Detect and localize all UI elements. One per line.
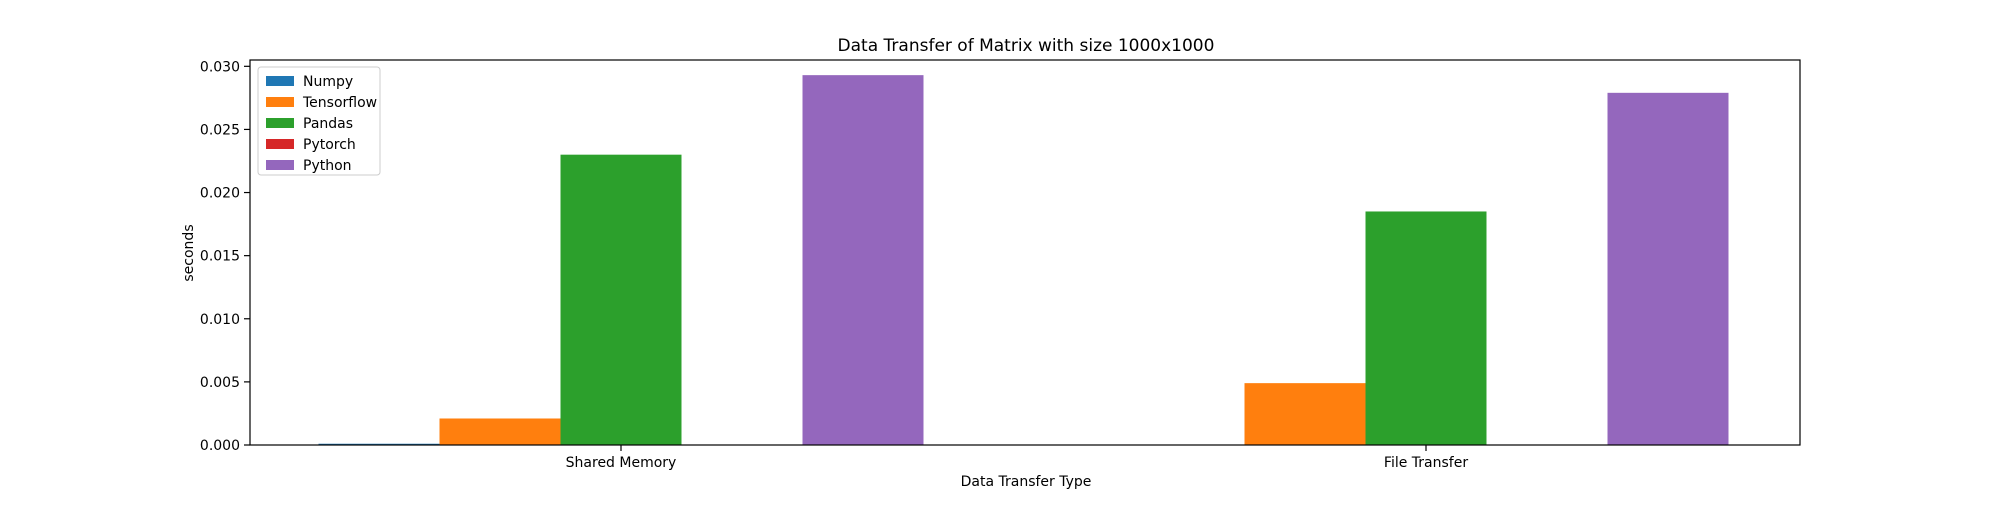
- chart-title: Data Transfer of Matrix with size 1000x1…: [838, 36, 1215, 56]
- legend-swatch-tensorflow: [266, 97, 294, 107]
- bar-pandas-file-transfer: [1365, 211, 1487, 445]
- y-tick-label: 0.015: [200, 249, 240, 265]
- legend-label-python: Python: [303, 158, 352, 174]
- bar-tensorflow-shared-memory: [439, 418, 561, 445]
- x-tick-label: Shared Memory: [566, 455, 677, 471]
- y-tick-label: 0.025: [200, 122, 240, 138]
- y-tick-label: 0.030: [200, 59, 240, 75]
- y-tick-label: 0.020: [200, 186, 240, 202]
- bar-python-shared-memory: [802, 75, 924, 446]
- plot-area-frame: [249, 59, 1801, 446]
- legend: Numpy Tensorflow Pandas Pytorch Python: [257, 66, 381, 176]
- y-axis: 0.000 0.005 0.010 0.015 0.020 0.025 0.030: [200, 59, 250, 454]
- legend-swatch-pytorch: [266, 139, 294, 149]
- legend-label-tensorflow: Tensorflow: [302, 95, 377, 111]
- bar-numpy-shared-memory: [318, 443, 440, 445]
- y-tick-label: 0.005: [200, 375, 240, 391]
- x-axis: Shared Memory File Transfer: [566, 445, 1468, 471]
- legend-swatch-python: [266, 160, 294, 170]
- legend-label-pandas: Pandas: [303, 116, 353, 132]
- legend-label-numpy: Numpy: [303, 74, 353, 90]
- bar-pandas-shared-memory: [560, 154, 682, 446]
- bars-layer: [318, 75, 1729, 446]
- legend-label-pytorch: Pytorch: [303, 137, 356, 153]
- y-axis-label: seconds: [181, 224, 197, 281]
- legend-swatch-pandas: [266, 118, 294, 128]
- x-axis-label: Data Transfer Type: [961, 474, 1092, 490]
- legend-swatch-numpy: [266, 76, 294, 86]
- y-tick-label: 0.010: [200, 312, 240, 328]
- bar-tensorflow-file-transfer: [1244, 383, 1366, 445]
- y-tick-label: 0.000: [200, 438, 240, 454]
- x-tick-label: File Transfer: [1384, 455, 1468, 471]
- bar-python-file-transfer: [1607, 92, 1729, 445]
